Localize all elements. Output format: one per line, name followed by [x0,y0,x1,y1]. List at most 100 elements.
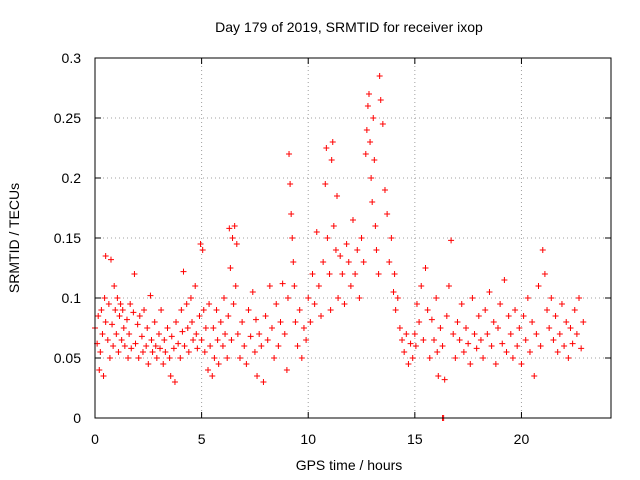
data-point [114,295,121,301]
data-point [399,337,406,343]
data-point [522,337,529,343]
data-point [497,301,504,307]
data-point [541,271,548,277]
y-tick-label: 0.05 [54,350,81,366]
data-point [486,289,493,295]
data-point [473,345,480,352]
x-tick-labels: 0 5 10 15 20 [91,431,529,447]
data-point [439,343,446,349]
data-point [121,343,128,349]
data-point [492,361,499,367]
data-point [488,343,495,349]
data-point [99,331,106,337]
data-point [339,271,346,277]
data-point [214,337,221,343]
data-point [509,355,516,361]
chart-title: Day 179 of 2019, SRMTID for receiver ixo… [215,19,483,35]
data-point [405,361,412,367]
data-point [394,295,401,301]
data-point [245,307,252,313]
data-point [531,373,538,379]
data-point [315,283,322,289]
data-point [288,211,295,217]
data-point [418,283,425,289]
data-point [219,343,226,349]
data-point [205,367,212,373]
data-point [198,337,205,343]
data-point [341,301,348,307]
data-point [514,343,521,349]
data-point [135,355,142,361]
data-point [287,181,294,187]
data-point [98,307,105,313]
data-point [424,307,431,313]
data-point [102,319,109,325]
data-point [565,355,572,361]
data-point [189,319,196,325]
data-point [153,355,160,361]
data-point [230,301,237,307]
data-point [573,331,580,337]
data-point [426,355,433,361]
data-point [164,325,171,331]
data-point [569,340,576,347]
grid [95,58,611,418]
data-point [379,121,386,127]
data-point [363,127,370,133]
data-point [294,343,301,349]
data-point [337,253,344,259]
data-point [490,319,497,325]
data-point [138,333,145,340]
data-point [132,340,139,347]
data-point [505,313,512,319]
data-point [224,355,231,361]
data-point [110,343,117,349]
data-point [334,193,341,199]
data-point [512,307,519,313]
data-point [262,313,269,319]
data-point [368,175,375,181]
data-point [229,235,236,241]
data-point [225,313,232,319]
axes [94,57,612,419]
data-point [546,325,553,331]
data-point [303,337,310,343]
data-point [155,331,162,337]
data-point [365,91,372,97]
data-point [433,295,440,301]
data-point [329,139,336,145]
data-point [326,271,333,277]
data-point [181,343,188,349]
data-point [221,295,227,301]
data-point [105,301,112,307]
data-point [106,355,113,361]
data-point [251,349,258,355]
data-point [243,361,250,367]
data-point [97,349,104,355]
data-point [200,307,207,313]
data-point [256,331,263,337]
data-point [475,313,482,319]
y-tick-label: 0.25 [54,110,81,126]
data-point [254,373,261,379]
data-point [277,319,284,325]
data-point [526,349,533,355]
data-point [152,343,159,349]
data-point [252,316,259,323]
data-point [345,259,352,265]
data-point [180,268,187,275]
y-tick-label: 0.1 [62,290,82,306]
y-tick-label: 0 [73,410,81,426]
data-point [125,355,132,361]
data-point [149,349,156,355]
data-point [113,331,120,337]
data-point [222,331,229,337]
data-point [185,349,192,355]
data-point [144,325,151,331]
data-point [369,199,376,205]
plot-frame [94,57,612,419]
data-point [501,277,508,283]
data-point [116,313,123,319]
data-point [563,319,570,325]
data-point [556,331,563,337]
